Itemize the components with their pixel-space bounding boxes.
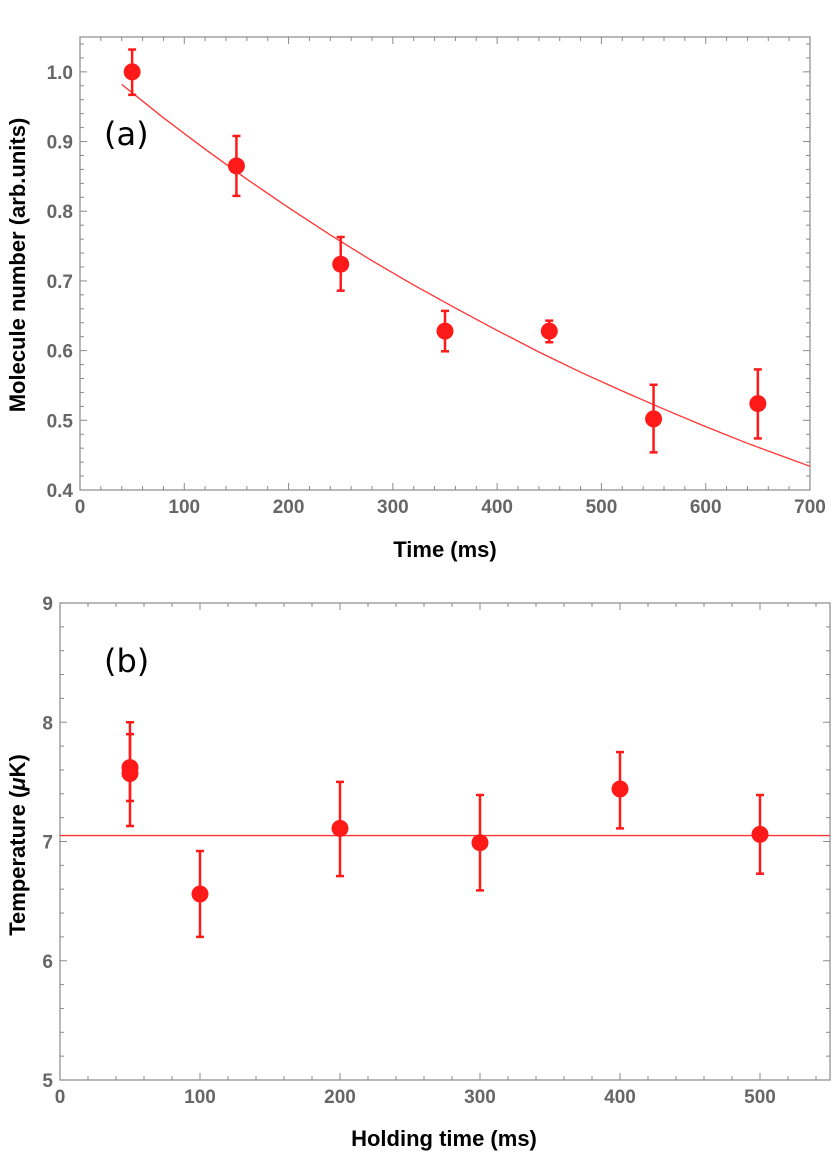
marker <box>332 255 350 273</box>
marker <box>645 410 663 428</box>
panel-a-points <box>123 48 767 454</box>
marker <box>749 395 767 413</box>
data-point <box>191 849 209 939</box>
y-tick-label: 5 <box>42 1071 53 1092</box>
x-tick-label: 700 <box>794 497 826 518</box>
fit-line <box>121 83 811 467</box>
y-tick-label: 9 <box>42 594 53 615</box>
panel-a-x-tick-labels: 0 100 200 300 400 500 600 700 <box>75 497 826 518</box>
marker <box>611 780 629 798</box>
x-tick-label: 0 <box>75 497 86 518</box>
marker <box>751 825 769 843</box>
x-tick-label: 600 <box>690 497 722 518</box>
x-tick-label: 100 <box>168 497 200 518</box>
data-point <box>331 780 349 878</box>
panel-b-y-axis-title: Temperature (μK) <box>5 754 30 936</box>
marker <box>191 885 209 903</box>
panel-b-y-tick-labels: 5 6 7 8 9 <box>42 594 53 1092</box>
marker <box>123 63 141 81</box>
data-point <box>540 319 558 344</box>
data-point <box>749 368 767 440</box>
x-tick-label: 200 <box>273 497 305 518</box>
data-point <box>751 793 769 875</box>
marker <box>540 322 558 340</box>
marker <box>471 834 489 852</box>
panel-a-label: (a) <box>104 115 149 153</box>
x-tick-label: 500 <box>744 1087 776 1108</box>
panel-b-x-axis-title: Holding time (ms) <box>351 1126 537 1151</box>
x-tick-label: 500 <box>586 497 618 518</box>
panel-a-fit <box>121 83 811 467</box>
y-tick-label: 0.4 <box>47 481 74 502</box>
data-point <box>471 793 489 892</box>
panel-a-frame <box>79 36 811 491</box>
data-point <box>332 235 350 292</box>
panel-a-ticks <box>79 37 811 491</box>
data-point <box>123 48 141 97</box>
data-point <box>227 134 245 198</box>
panel-a-x-axis-title: Time (ms) <box>393 537 497 562</box>
panel-b-frame <box>59 602 831 1081</box>
y-tick-label: 8 <box>42 713 53 734</box>
panel-b-y-axis-title-mu: μ <box>5 777 30 791</box>
x-tick-label: 300 <box>377 497 409 518</box>
panel-b: 0 100 200 300 400 500 5 6 7 8 9 (b) Holding time … <box>5 594 831 1151</box>
y-tick-label: 0.8 <box>47 202 73 223</box>
panel-b-ticks <box>59 602 830 1081</box>
panel-a: 0 100 200 300 400 500 600 700 0.40.50.60.70.80.… <box>5 36 826 562</box>
panel-a-y-tick-labels: 0.4 0.5 0.6 0.7 0.8 0.9 1.0 <box>47 63 74 502</box>
x-tick-label: 200 <box>324 1087 356 1108</box>
panel-a-y-axis-title: Molecule number (arb.units) <box>5 118 30 413</box>
y-tick-label: 0.7 <box>47 272 73 293</box>
x-tick-label: 300 <box>464 1087 496 1108</box>
y-tick-label: 6 <box>42 952 53 973</box>
y-tick-label: 1.0 <box>47 63 73 84</box>
panel-b-x-tick-labels: 0 100 200 300 400 500 <box>55 1087 776 1108</box>
data-point <box>645 383 663 454</box>
y-tick-label: 0.5 <box>47 411 74 432</box>
panel-b-label: (b) <box>104 642 149 680</box>
data-point <box>121 721 139 828</box>
x-tick-label: 0 <box>55 1087 66 1108</box>
marker <box>331 819 349 837</box>
marker <box>436 322 454 340</box>
x-tick-label: 400 <box>481 497 513 518</box>
y-tick-label: 0.6 <box>47 342 73 363</box>
y-tick-label: 7 <box>42 833 53 854</box>
panel-b-points <box>121 721 769 939</box>
y-tick-label: 0.9 <box>47 133 73 154</box>
marker <box>227 157 245 175</box>
marker <box>121 765 139 783</box>
panel-b-y-axis-title-unit: K) <box>5 754 30 777</box>
x-tick-label: 100 <box>184 1087 216 1108</box>
data-point <box>611 750 629 830</box>
data-point <box>436 309 454 353</box>
panel-b-y-axis-title-main: Temperature ( <box>5 790 30 936</box>
x-tick-label: 400 <box>604 1087 636 1108</box>
